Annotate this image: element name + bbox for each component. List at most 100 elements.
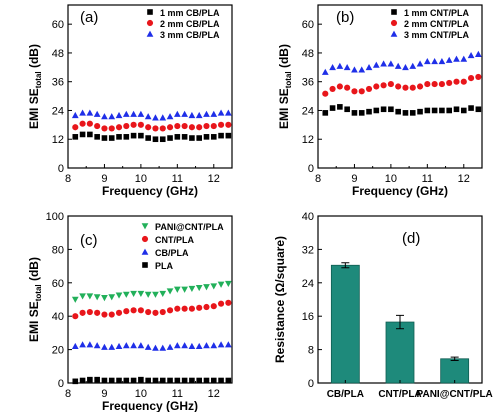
- panel-a-x-tick-label: 8: [65, 173, 71, 185]
- panel-b-x-tick-label: 9: [351, 173, 357, 185]
- data-point: [159, 114, 167, 121]
- data-point: [137, 342, 145, 349]
- data-point: [86, 120, 93, 127]
- legend-label-1-mm-cb-pla: 1 mm CB/PLA: [160, 8, 220, 18]
- data-point: [225, 121, 232, 128]
- data-point: [122, 342, 130, 349]
- bar-pani-cnt-pla: [440, 358, 470, 384]
- panel-b-y-tick-label: 48: [302, 48, 314, 60]
- data-point: [152, 125, 159, 132]
- legend-marker-cnt-pla: [141, 235, 149, 243]
- data-point: [387, 81, 394, 88]
- data-point: [101, 377, 108, 384]
- panel-c-series-cnt-pla: [72, 299, 232, 320]
- data-point: [329, 63, 336, 71]
- data-point: [468, 105, 474, 111]
- bar-cb-pla: [330, 264, 360, 384]
- legend-marker-3-mm-cnt-pla: [390, 30, 398, 37]
- data-point: [445, 56, 453, 63]
- data-point: [122, 291, 130, 298]
- data-point: [137, 290, 145, 298]
- data-point: [203, 110, 210, 117]
- panel-d-y-tick-label: 16: [302, 311, 314, 323]
- data-point: [86, 341, 94, 348]
- data-point: [101, 311, 108, 318]
- data-point: [167, 377, 173, 384]
- panel-c-x-tick-label: 10: [135, 388, 147, 400]
- data-point: [115, 111, 123, 119]
- data-point: [145, 377, 151, 384]
- data-point: [460, 55, 468, 62]
- data-point: [358, 88, 365, 95]
- data-point: [181, 286, 188, 293]
- data-point: [210, 303, 217, 310]
- panel-c-series-pani-cnt-pla: [71, 280, 232, 303]
- error-bar-cnt-pla: [396, 314, 404, 330]
- panel-c-series-cb-pla: [71, 341, 232, 351]
- panel-c-y-axis-label: EMI SEtotal (dB): [27, 257, 43, 342]
- data-point: [174, 122, 181, 130]
- data-point: [203, 122, 210, 130]
- panel-a-y-axis-label: EMI SEtotal (dB): [27, 44, 43, 129]
- data-point: [336, 62, 344, 69]
- data-point: [395, 108, 401, 115]
- data-point: [196, 124, 203, 131]
- category-label-cb-pla: CB/PLA: [327, 389, 364, 400]
- data-point: [373, 107, 380, 114]
- data-point: [210, 110, 218, 117]
- data-point: [152, 377, 159, 384]
- data-point: [159, 377, 166, 384]
- data-point: [130, 342, 137, 349]
- data-point: [181, 305, 188, 312]
- legend-marker-3-mm-cb-pla: [146, 30, 154, 37]
- data-point: [138, 376, 144, 383]
- panel-c-y-tick-label: 80: [52, 244, 64, 256]
- data-point: [94, 309, 101, 316]
- data-point: [93, 342, 101, 349]
- data-point: [167, 135, 173, 141]
- data-point: [409, 62, 417, 69]
- data-point: [224, 341, 232, 348]
- data-point: [144, 343, 152, 350]
- panel-c-y-tick-label: 100: [46, 211, 64, 223]
- data-point: [72, 134, 79, 140]
- data-point: [166, 124, 174, 131]
- panel-c-x-axis-label: Frequency (GHz): [102, 399, 198, 412]
- data-point: [87, 131, 93, 138]
- data-point: [380, 60, 387, 67]
- data-point: [108, 125, 115, 132]
- panel-c-x-tick-label: 9: [101, 388, 107, 400]
- panel-c-y-tick-label: 20: [52, 345, 64, 357]
- data-point: [446, 107, 452, 114]
- data-point: [337, 104, 343, 110]
- data-point: [145, 308, 152, 316]
- data-point: [453, 106, 460, 113]
- data-point: [189, 377, 195, 384]
- data-point: [79, 109, 86, 116]
- data-point: [366, 108, 372, 115]
- data-point: [365, 63, 373, 71]
- panel-b-series-3-mm-cnt-pla: [321, 50, 482, 75]
- data-point: [467, 75, 475, 82]
- data-point: [409, 84, 416, 91]
- data-point: [188, 111, 196, 119]
- panel-a-y-tick-label: 36: [52, 77, 64, 89]
- panel-b-plot-frame: [317, 4, 483, 169]
- data-point: [71, 296, 79, 303]
- data-point: [152, 136, 159, 143]
- data-point: [174, 134, 181, 140]
- data-point: [402, 110, 409, 116]
- data-point: [188, 305, 195, 312]
- data-point: [423, 57, 431, 65]
- data-point: [108, 377, 115, 384]
- data-point: [86, 293, 94, 300]
- data-point: [130, 132, 137, 139]
- data-point: [108, 343, 116, 350]
- data-point: [79, 377, 86, 384]
- data-point: [101, 113, 108, 120]
- data-point: [358, 66, 366, 73]
- data-point: [388, 106, 394, 113]
- panel-a-y-tick-label: 60: [52, 19, 64, 31]
